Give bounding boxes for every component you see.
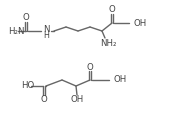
Text: O: O xyxy=(41,94,47,103)
Text: O: O xyxy=(87,62,93,72)
Text: HO: HO xyxy=(21,81,34,91)
Text: OH: OH xyxy=(133,18,146,28)
Text: OH: OH xyxy=(113,75,126,84)
Text: O: O xyxy=(109,6,115,15)
Text: NH₂: NH₂ xyxy=(100,40,116,48)
Text: H: H xyxy=(43,31,49,40)
Text: N: N xyxy=(43,26,49,34)
Text: OH: OH xyxy=(70,95,84,105)
Text: H₂N: H₂N xyxy=(8,26,24,36)
Text: O: O xyxy=(23,13,29,23)
